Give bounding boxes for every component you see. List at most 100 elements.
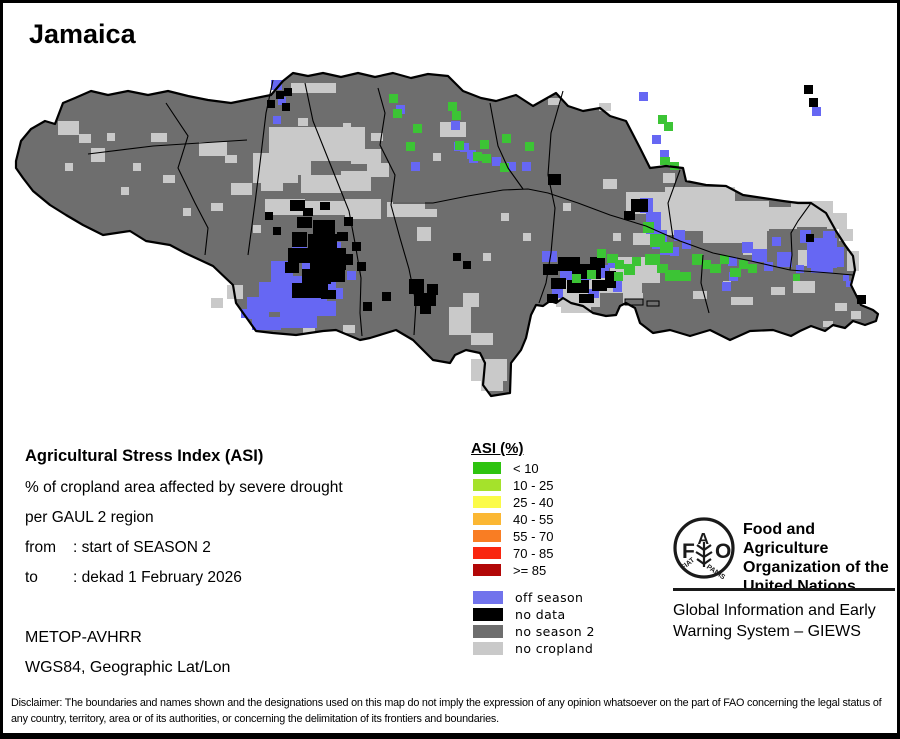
projection-label: WGS84, Geographic Lat/Lon <box>25 659 231 676</box>
pixel-no-cropland <box>351 149 381 164</box>
pixel-asi-lt10 <box>406 142 415 151</box>
pixel-off-season <box>460 143 469 152</box>
coastline <box>14 71 880 398</box>
pixel-no-cropland <box>253 225 261 233</box>
asi-heading: Agricultural Stress Index (ASI) <box>25 447 264 465</box>
pixel-off-season <box>728 257 737 266</box>
pixel-no-cropland <box>433 153 441 161</box>
pixel-asi-lt10 <box>748 264 757 273</box>
pixel-no-cropland <box>683 201 769 231</box>
pixel-no-data <box>303 208 313 216</box>
svg-text:F: F <box>682 540 695 563</box>
pixel-off-season <box>522 162 531 171</box>
pixel-off-season <box>639 92 648 101</box>
pixel-no-data <box>337 232 348 241</box>
pixel-no-data <box>567 280 589 293</box>
fao-logo: F A O FIAT PANIS <box>673 517 735 581</box>
pixel-asi-lt10 <box>502 134 511 143</box>
pixel-off-season <box>823 231 835 243</box>
pixel-off-season <box>670 247 679 256</box>
pixel-no-cropland <box>58 121 79 135</box>
pixel-no-cropland <box>341 171 371 191</box>
parish-boundary <box>489 102 524 190</box>
legend-color-swatch <box>473 496 501 508</box>
parish-boundary <box>247 79 274 256</box>
legend-color-swatch <box>473 530 501 542</box>
pixel-off-season <box>507 162 516 171</box>
pixel-no-cropland <box>663 173 675 183</box>
pixel-no-data <box>363 302 372 311</box>
legend-color-swatch <box>473 547 501 559</box>
pixel-asi-lt10 <box>455 141 464 150</box>
pixel-off-season <box>812 107 821 116</box>
pixel-off-season <box>332 288 343 299</box>
pixel-no-data <box>267 100 275 108</box>
pixel-no-cropland <box>343 325 355 333</box>
pixel-off-season <box>411 162 420 171</box>
pixel-no-data <box>265 212 273 220</box>
pixel-no-data <box>357 262 366 271</box>
pixel-off-season <box>608 259 617 268</box>
pixel-no-data <box>453 253 461 261</box>
pixel-asi-lt10 <box>660 242 673 253</box>
pixel-no-cropland <box>851 311 861 319</box>
pixel-asi-lt10 <box>664 122 673 131</box>
pixel-no-data <box>292 283 328 298</box>
pixel-no-cropland <box>133 163 141 171</box>
pixel-no-cropland <box>345 199 381 219</box>
parish-boundary <box>789 202 812 271</box>
pixel-no-data <box>806 234 814 242</box>
disclaimer-text: Disclaimer: The boundaries and names sho… <box>11 697 882 725</box>
pixel-no-data <box>288 248 310 263</box>
pixel-asi-lt10 <box>393 109 402 118</box>
pixel-no-data <box>321 290 336 299</box>
pixel-no-cropland <box>121 187 129 195</box>
pixel-no-cropland <box>463 293 479 307</box>
parish-boundary <box>87 139 248 155</box>
pixel-asi-lt10 <box>660 157 670 165</box>
pixel-no-cropland <box>417 227 431 241</box>
pixel-no-cropland <box>298 118 308 126</box>
from-value: : start of SEASON 2 <box>73 539 211 556</box>
pixel-off-season <box>836 247 844 267</box>
pixel-asi-lt10 <box>624 264 635 275</box>
pixel-no-cropland <box>599 103 611 111</box>
pixel-no-data <box>624 211 635 220</box>
pixel-asi-lt10 <box>730 268 741 277</box>
pixel-no-cropland <box>449 307 471 335</box>
pixel-no-data <box>547 294 558 303</box>
jamaica-asi-map <box>14 71 880 398</box>
pixel-no-cropland <box>183 208 191 216</box>
pixel-no-data <box>551 278 566 289</box>
pixel-no-cropland <box>291 83 336 93</box>
pixel-no-cropland <box>835 303 847 311</box>
pixel-no-cropland <box>471 359 507 381</box>
pixel-off-season <box>777 252 792 267</box>
parish-boundary <box>393 188 854 276</box>
pixel-asi-lt10 <box>482 154 491 163</box>
parish-boundary <box>700 254 710 314</box>
pixel-no-data <box>308 234 337 249</box>
pixel-no-cropland <box>839 229 853 241</box>
pixel-no-cropland <box>225 155 237 163</box>
pixel-no-data <box>382 292 391 301</box>
pixel-off-season <box>752 249 767 262</box>
pixel-no-data <box>290 200 305 211</box>
pixel-off-season <box>467 150 476 159</box>
pixel-no-data <box>284 88 292 96</box>
asi-region-line: per GAUL 2 region <box>25 509 154 526</box>
pixel-no-cropland <box>767 207 797 229</box>
pixel-no-data <box>285 262 299 273</box>
pixel-no-cropland <box>79 134 91 143</box>
pixel-no-cropland <box>107 133 115 141</box>
pixel-no-data <box>302 269 331 284</box>
legend-color-swatch <box>473 564 501 576</box>
pixel-no-cropland <box>483 253 491 261</box>
asi-legend-title: ASI (%) <box>471 440 524 457</box>
parish-boundary <box>667 169 681 242</box>
pixel-no-data <box>297 217 312 228</box>
parish-boundary <box>377 87 417 336</box>
pixel-off-season <box>278 97 286 105</box>
legend-color-swatch <box>473 591 503 604</box>
pixel-no-cropland <box>548 98 560 105</box>
